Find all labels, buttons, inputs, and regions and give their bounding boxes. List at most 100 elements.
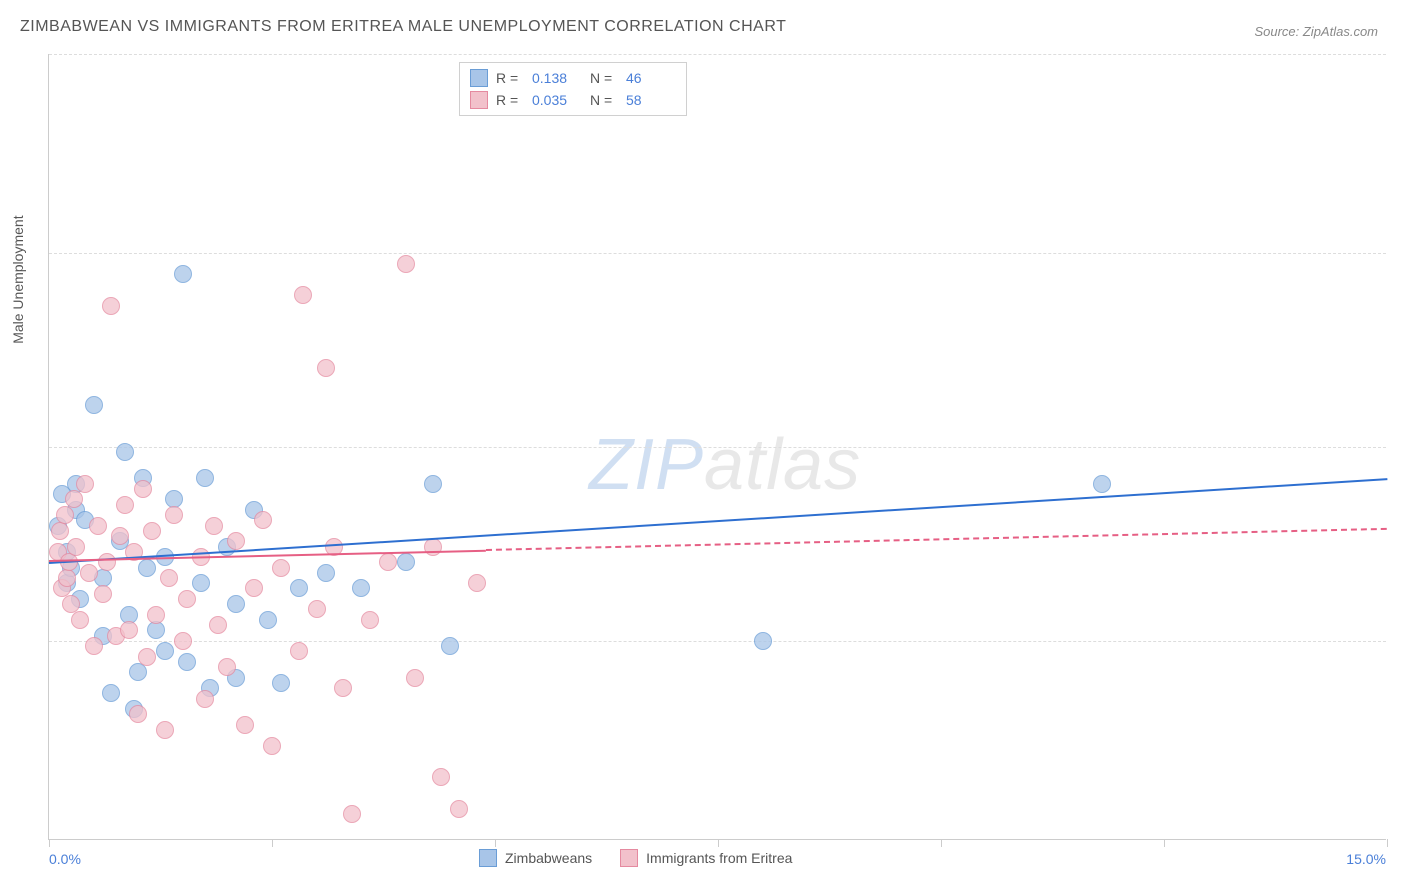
- zimbabweans-point: [147, 621, 165, 639]
- eritrea-point: [80, 564, 98, 582]
- legend-r-label: R =: [496, 92, 524, 108]
- grid-line: [49, 641, 1386, 642]
- zimbabweans-point: [102, 684, 120, 702]
- eritrea-point: [209, 616, 227, 634]
- eritrea-point: [67, 538, 85, 556]
- legend-row-zimbabweans: R = 0.138 N = 46: [470, 67, 676, 89]
- eritrea-point: [120, 621, 138, 639]
- zimbabweans-point: [317, 564, 335, 582]
- eritrea-point: [379, 553, 397, 571]
- x-axis-min-label: 0.0%: [49, 851, 81, 867]
- zimbabweans-point: [259, 611, 277, 629]
- eritrea-point: [290, 642, 308, 660]
- eritrea-point: [89, 517, 107, 535]
- x-tick: [718, 839, 719, 847]
- zimbabweans-point: [156, 642, 174, 660]
- legend-row-eritrea: R =0.035N =58: [470, 89, 676, 111]
- x-tick: [495, 839, 496, 847]
- eritrea-point: [406, 669, 424, 687]
- eritrea-point: [218, 658, 236, 676]
- zimbabweans-point: [397, 553, 415, 571]
- zimbabweans-point: [116, 443, 134, 461]
- trend-line: [49, 478, 1387, 564]
- eritrea-point: [160, 569, 178, 587]
- eritrea-point: [254, 511, 272, 529]
- legend-n-value: 58: [626, 92, 676, 108]
- zimbabweans-point: [227, 595, 245, 613]
- legend-swatch: [470, 69, 488, 87]
- eritrea-point: [450, 800, 468, 818]
- source-label: Source: ZipAtlas.com: [1254, 24, 1378, 39]
- eritrea-point: [143, 522, 161, 540]
- eritrea-point: [138, 648, 156, 666]
- eritrea-point: [76, 475, 94, 493]
- eritrea-point: [397, 255, 415, 273]
- eritrea-point: [94, 585, 112, 603]
- eritrea-point: [272, 559, 290, 577]
- x-tick: [941, 839, 942, 847]
- x-tick: [1387, 839, 1388, 847]
- y-axis-title: Male Unemployment: [10, 215, 26, 343]
- legend-n-value: 46: [626, 70, 676, 86]
- zimbabweans-point: [290, 579, 308, 597]
- eritrea-point: [147, 606, 165, 624]
- eritrea-point: [343, 805, 361, 823]
- legend-n-label: N =: [590, 92, 618, 108]
- legend-item-label: Immigrants from Eritrea: [646, 850, 792, 866]
- eritrea-point: [65, 490, 83, 508]
- zimbabweans-point: [138, 559, 156, 577]
- eritrea-point: [129, 705, 147, 723]
- eritrea-point: [245, 579, 263, 597]
- eritrea-point: [58, 569, 76, 587]
- grid-line: [49, 253, 1386, 254]
- legend-n-label: N =: [590, 70, 618, 86]
- y-tick-label: 15.0%: [1391, 46, 1406, 62]
- eritrea-point: [317, 359, 335, 377]
- eritrea-point: [196, 690, 214, 708]
- legend-item-zimbabweans: Zimbabweans: [479, 849, 592, 867]
- trend-line: [49, 549, 486, 561]
- zimbabweans-point: [178, 653, 196, 671]
- y-tick-label: 11.2%: [1391, 245, 1406, 261]
- eritrea-point: [98, 553, 116, 571]
- eritrea-point: [116, 496, 134, 514]
- zimbabweans-point: [196, 469, 214, 487]
- eritrea-point: [468, 574, 486, 592]
- eritrea-point: [111, 527, 129, 545]
- eritrea-point: [56, 506, 74, 524]
- zimbabweans-point: [424, 475, 442, 493]
- zimbabweans-point: [174, 265, 192, 283]
- eritrea-point: [102, 297, 120, 315]
- eritrea-point: [263, 737, 281, 755]
- x-tick: [49, 839, 50, 847]
- eritrea-point: [165, 506, 183, 524]
- eritrea-point: [361, 611, 379, 629]
- chart-title: ZIMBABWEAN VS IMMIGRANTS FROM ERITREA MA…: [20, 18, 786, 36]
- x-tick: [1164, 839, 1165, 847]
- eritrea-point: [71, 611, 89, 629]
- eritrea-point: [134, 480, 152, 498]
- zimbabweans-point: [85, 396, 103, 414]
- zimbabweans-point: [754, 632, 772, 650]
- eritrea-point: [205, 517, 223, 535]
- zimbabweans-point: [129, 663, 147, 681]
- x-axis-max-label: 15.0%: [1346, 851, 1386, 867]
- legend-swatch: [470, 91, 488, 109]
- grid-line: [49, 54, 1386, 55]
- y-tick-label: 3.8%: [1391, 633, 1406, 649]
- zimbabweans-point: [272, 674, 290, 692]
- eritrea-point: [308, 600, 326, 618]
- trend-line: [486, 528, 1387, 551]
- x-tick: [272, 839, 273, 847]
- legend-r-label: R =: [496, 70, 524, 86]
- legend-item-eritrea: Immigrants from Eritrea: [620, 849, 792, 867]
- correlation-legend: R =0.138N =46R =0.035N =58: [459, 62, 687, 116]
- y-tick-label: 7.5%: [1391, 439, 1406, 455]
- eritrea-point: [432, 768, 450, 786]
- eritrea-point: [174, 632, 192, 650]
- eritrea-point: [178, 590, 196, 608]
- legend-r-value: 0.138: [532, 70, 582, 86]
- grid-line: [49, 447, 1386, 448]
- zimbabweans-point: [192, 574, 210, 592]
- watermark-zip: ZIP: [589, 425, 704, 505]
